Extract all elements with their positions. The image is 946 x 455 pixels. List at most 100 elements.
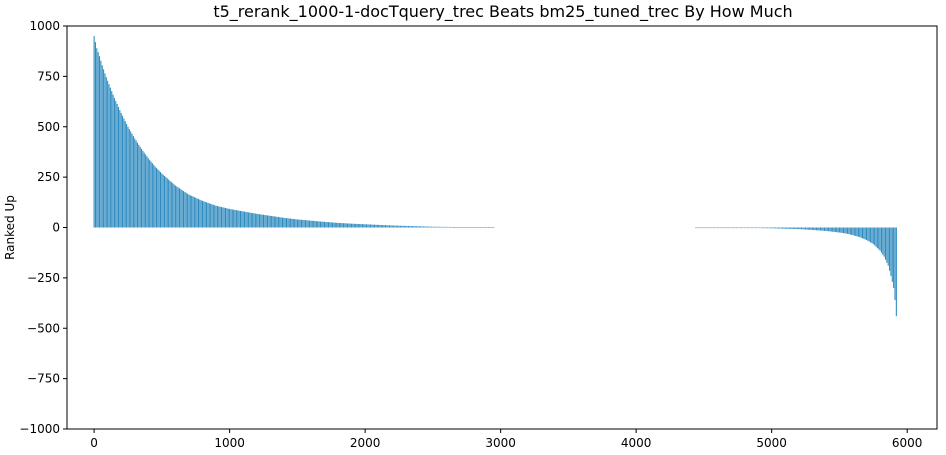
bar	[739, 227, 742, 229]
bar	[344, 223, 346, 228]
bar	[875, 227, 877, 247]
bar	[196, 198, 198, 228]
bar	[112, 94, 114, 228]
bar	[284, 217, 286, 228]
bar	[176, 186, 178, 228]
bar	[448, 226, 450, 228]
y-tick-label: 250	[37, 170, 60, 184]
bar	[283, 217, 285, 228]
bar	[128, 129, 130, 228]
bar	[169, 180, 171, 228]
bar	[181, 190, 183, 228]
bar	[474, 227, 476, 228]
bar	[890, 227, 892, 276]
bar	[325, 221, 327, 228]
bar	[695, 227, 697, 229]
bar	[370, 224, 372, 228]
bar	[306, 220, 308, 228]
bar	[849, 227, 851, 235]
bar	[810, 227, 812, 230]
bar	[303, 220, 305, 228]
bar	[332, 222, 334, 228]
bar	[784, 227, 786, 229]
bar	[276, 216, 278, 228]
bar	[772, 227, 774, 229]
bar	[109, 87, 111, 228]
bar	[313, 220, 315, 228]
bar	[268, 215, 270, 228]
bar	[868, 227, 870, 242]
bar	[848, 227, 850, 235]
bar	[367, 224, 369, 228]
bar	[744, 227, 746, 229]
bar	[405, 225, 407, 228]
bar	[889, 227, 891, 271]
bar	[466, 227, 468, 228]
bar	[738, 227, 740, 229]
bar	[452, 227, 454, 228]
bar	[731, 227, 733, 229]
bar	[104, 73, 106, 228]
bar	[262, 214, 265, 228]
bar	[352, 223, 354, 228]
bar	[805, 227, 807, 230]
bar	[872, 227, 874, 245]
bar	[823, 227, 826, 231]
bar	[314, 221, 316, 228]
bar	[821, 227, 823, 231]
bar	[108, 84, 110, 228]
bar	[264, 215, 266, 228]
bar	[233, 209, 235, 228]
bar	[703, 227, 705, 229]
bar	[753, 227, 755, 229]
bar	[126, 124, 128, 228]
bar	[863, 227, 865, 239]
bar	[359, 224, 361, 228]
bar	[464, 227, 466, 228]
bar	[280, 217, 282, 228]
bar	[418, 226, 420, 228]
bar	[830, 227, 832, 232]
bar	[458, 227, 460, 228]
bar	[379, 224, 381, 228]
bar	[100, 60, 102, 228]
bar	[295, 219, 297, 228]
bar	[348, 223, 350, 228]
bar	[291, 218, 293, 228]
bar	[483, 227, 485, 228]
bar	[162, 174, 164, 228]
bar	[183, 191, 185, 228]
bar	[837, 227, 839, 233]
bar	[887, 227, 889, 266]
bar	[487, 227, 489, 228]
bar	[256, 213, 258, 228]
bar	[383, 225, 385, 228]
bar	[165, 177, 167, 228]
bar	[328, 222, 330, 228]
bar	[238, 210, 240, 228]
bar	[852, 227, 854, 236]
bar	[803, 227, 805, 230]
bar	[845, 227, 847, 234]
bar	[351, 223, 353, 228]
bar	[776, 227, 778, 229]
bar	[424, 226, 426, 228]
bar	[275, 216, 277, 228]
bar	[192, 196, 194, 228]
bar	[870, 227, 872, 243]
bar	[490, 227, 492, 228]
bar	[382, 225, 384, 228]
bar	[856, 227, 858, 237]
bar	[193, 197, 195, 228]
bars	[93, 36, 897, 317]
bar	[815, 227, 817, 231]
bar	[412, 226, 414, 228]
bar	[230, 209, 232, 228]
bar	[399, 225, 401, 228]
bar	[117, 107, 120, 228]
bar	[481, 227, 483, 228]
bar	[769, 227, 771, 229]
bar	[139, 146, 141, 228]
bar	[864, 227, 866, 240]
bar	[353, 223, 355, 228]
